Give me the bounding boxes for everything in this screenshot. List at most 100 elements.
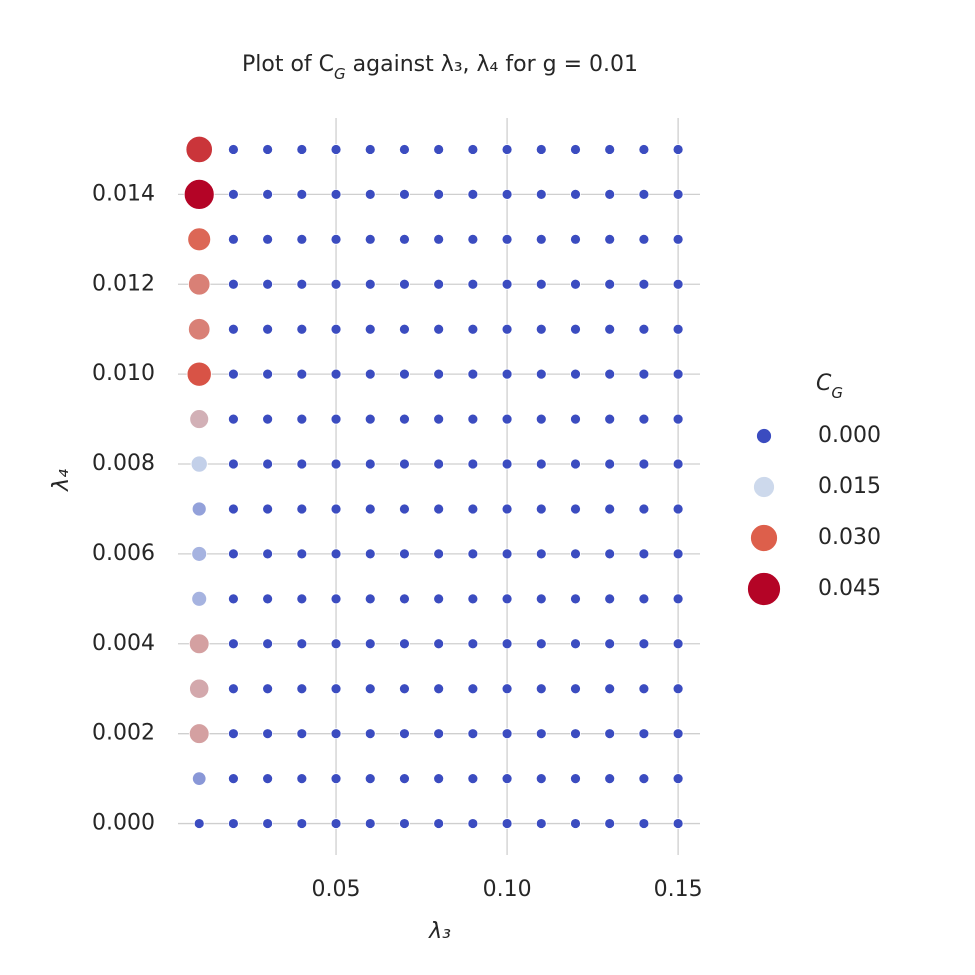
bubble [193,818,205,829]
bubble [330,144,342,155]
bubble [228,458,239,470]
bubble [467,683,479,695]
bubble [188,633,210,655]
bubble [228,144,239,155]
bubble [296,773,308,785]
bubble [604,233,616,245]
bubble [191,546,208,562]
y-tick-label: 0.012 [92,271,155,296]
bubble [535,728,547,740]
bubble [638,323,650,335]
bubble [467,144,479,155]
bubble [399,278,410,290]
bubble [672,144,684,155]
bubble [296,278,308,290]
bubble [433,368,445,380]
bubble [501,638,513,650]
bubble [535,593,547,605]
bubble [570,368,581,380]
bubble [262,548,274,560]
bubble [262,323,274,335]
bubble [467,503,479,515]
bubble [262,458,274,470]
bubble [296,683,308,695]
bubble [330,368,342,380]
bubble [638,278,650,290]
y-tick-label: 0.010 [92,361,155,386]
bubble [570,278,581,290]
bubble [570,233,581,245]
bubble [364,773,376,785]
bubble [330,818,342,829]
bubble [330,458,342,470]
bubble [296,593,308,605]
bubble [296,233,308,245]
bubble [262,728,274,740]
bubble [570,593,581,605]
bubble [433,144,445,155]
bubble [535,323,547,335]
bubble [228,368,239,380]
bubble [535,683,547,695]
bubble [262,188,274,200]
bubble [570,548,581,560]
bubble [228,278,239,290]
bubble [262,593,274,605]
marks [183,135,684,829]
bubble [638,773,650,785]
bubble [467,773,479,785]
bubble [638,233,650,245]
bubble [672,773,684,785]
bubble [364,503,376,515]
bubble [330,548,342,560]
bubble [399,144,410,155]
bubble [262,773,274,785]
bubble [185,135,213,164]
x-tick-label: 0.05 [312,877,361,902]
bubble [228,233,239,245]
bubble [191,591,208,607]
bubble [535,548,547,560]
bubble [535,638,547,650]
bubble [399,458,410,470]
bubble [364,593,376,605]
bubble [296,188,308,200]
bubble [638,818,650,829]
bubble [501,144,513,155]
bubble [672,413,684,425]
bubble [638,144,650,155]
bubble [433,818,445,829]
bubble [330,188,342,200]
bubble [262,683,274,695]
bubble [604,773,616,785]
bubble [189,678,210,699]
bubble [364,818,376,829]
bubble [501,683,513,695]
bubble [433,593,445,605]
bubble [262,278,274,290]
bubble [570,188,581,200]
bubble [501,728,513,740]
bubble [570,144,581,155]
bubble [330,773,342,785]
bubble [604,323,616,335]
bubble [364,413,376,425]
bubble [501,278,513,290]
bubble [296,548,308,560]
bubble [296,413,308,425]
bubble [672,683,684,695]
bubble [672,638,684,650]
bubble [296,458,308,470]
bubble [330,683,342,695]
bubble [638,188,650,200]
bubble [188,723,210,744]
bubble [192,771,207,786]
bubble [535,413,547,425]
bubble [535,188,547,200]
bubble [604,683,616,695]
bubble [364,144,376,155]
legend-label: 0.015 [818,474,881,499]
bubble [501,593,513,605]
bubble [399,413,410,425]
